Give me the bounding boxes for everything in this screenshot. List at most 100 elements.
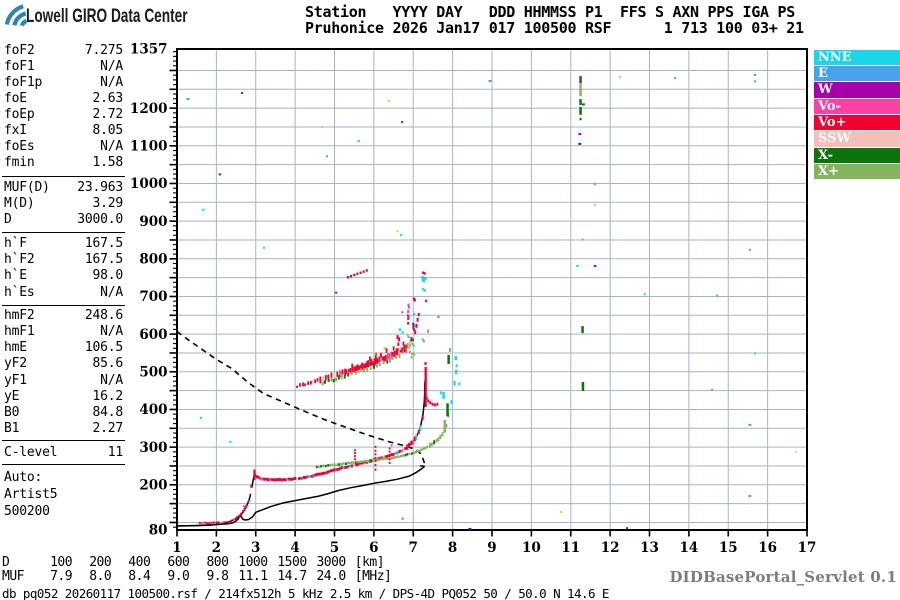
legend-item-E[interactable]: E xyxy=(814,65,900,82)
echo-points xyxy=(404,453,407,457)
echo-points xyxy=(315,465,318,469)
echo-points xyxy=(312,379,315,383)
echo-points xyxy=(320,465,323,468)
echo-points xyxy=(421,276,425,280)
echo-points xyxy=(325,471,328,475)
echo-points xyxy=(376,358,379,364)
noise-points xyxy=(229,440,232,443)
echo-points xyxy=(341,369,344,375)
echo-points xyxy=(394,451,397,455)
echo-points xyxy=(337,375,340,380)
echo-points xyxy=(366,367,369,372)
echo-points xyxy=(322,375,325,383)
echo-points xyxy=(392,453,395,457)
param-value: N/A xyxy=(100,284,123,300)
echo-points xyxy=(458,382,461,386)
echo-points xyxy=(346,276,349,279)
echo-points xyxy=(332,378,335,383)
echo-points xyxy=(388,450,391,453)
param-row-yF2: yF2 85.6 xyxy=(4,356,123,371)
legend-item-X[interactable]: X- xyxy=(814,147,900,164)
echo-points xyxy=(412,324,415,328)
param-value: 1.58 xyxy=(92,154,123,170)
echo-points xyxy=(321,381,324,386)
echo-points xyxy=(385,457,388,460)
panel-separator xyxy=(2,231,125,233)
echo-points xyxy=(411,342,414,346)
echo-points xyxy=(422,340,425,343)
legend-item-Vo[interactable]: Vo+ xyxy=(814,114,900,131)
echo-points xyxy=(245,504,248,508)
echo-points xyxy=(242,509,245,513)
echo-points xyxy=(407,342,410,347)
y-axis-label: 700 xyxy=(139,289,167,305)
noise-points xyxy=(241,92,243,95)
legend-item-X[interactable]: X+ xyxy=(814,163,900,180)
echo-points xyxy=(238,514,241,518)
echo-points xyxy=(378,356,381,363)
legend-item-SSW[interactable]: SSW xyxy=(814,131,900,147)
param-value: 7.275 xyxy=(84,43,123,59)
echo-points xyxy=(227,521,230,524)
echo-points xyxy=(376,363,378,368)
param-label: hmF2 xyxy=(4,307,35,323)
echo-points xyxy=(391,351,394,359)
echo-points xyxy=(422,277,425,282)
echo-points xyxy=(324,375,327,381)
echo-points xyxy=(377,458,380,461)
param-row-foEs: foEs N/A xyxy=(4,139,123,154)
echo-points xyxy=(224,521,227,524)
echo-points xyxy=(407,303,410,307)
echo-points xyxy=(230,519,233,523)
echo-points xyxy=(235,516,238,519)
echo-points xyxy=(427,399,430,403)
parameter-panel[interactable]: foF2 7.275 foF1 N/A foF1p N/A foE 2.63 foEp 2.72 f… xyxy=(0,0,130,600)
echo-points xyxy=(242,505,245,508)
y-axis-label: 600 xyxy=(139,327,167,343)
echo-points xyxy=(240,512,243,516)
echo-points xyxy=(405,344,408,350)
param-label: h`Es xyxy=(4,284,35,300)
param-value: N/A xyxy=(100,324,123,339)
servlet-version: DIDBasePortal_Servlet 0.1 xyxy=(669,568,897,586)
echo-points xyxy=(365,459,368,463)
echo-points xyxy=(407,317,410,320)
x-axis-label: 6 xyxy=(369,540,378,556)
echo-points xyxy=(419,425,422,431)
noise-points xyxy=(794,450,798,453)
echo-points xyxy=(390,444,393,447)
echo-points xyxy=(367,459,370,463)
echo-points xyxy=(388,462,391,464)
echo-points xyxy=(372,364,375,369)
echo-points xyxy=(203,521,206,524)
echo-points xyxy=(415,434,418,440)
echo-points xyxy=(374,453,377,456)
param-label: Artist5 xyxy=(4,486,58,502)
legend-item-NNE[interactable]: NNE xyxy=(814,49,900,65)
echo-points xyxy=(353,463,356,467)
echo-points xyxy=(442,392,445,399)
plot-border xyxy=(176,48,808,531)
echo-points xyxy=(253,476,256,480)
param-row-hF: h`F 167.5 xyxy=(4,236,123,251)
logo[interactable]: Lowell GIRO Data Center xyxy=(4,4,257,28)
legend-item-W[interactable]: W xyxy=(814,82,900,98)
echo-points xyxy=(363,459,366,463)
y-axis-label: 80 xyxy=(149,523,168,539)
echo-points xyxy=(398,354,401,358)
echo-points xyxy=(342,466,345,470)
legend-item-Vo[interactable]: Vo- xyxy=(814,98,900,115)
echo-points xyxy=(316,378,319,382)
param-row-foF1: foF1 N/A xyxy=(4,59,123,74)
echo-points xyxy=(401,311,404,314)
param-label: foF1 xyxy=(4,59,35,75)
station-header-line1: Station YYYY DAY DDD HHMMSS P1 FFS S AXN… xyxy=(305,3,796,21)
echo-points xyxy=(342,462,345,465)
noise-points xyxy=(401,121,404,124)
y-axis-label: 300 xyxy=(139,440,167,456)
curve-true-height-profile xyxy=(176,465,426,527)
echo-points xyxy=(253,471,256,475)
echo-points xyxy=(439,391,442,395)
echo-points xyxy=(411,452,414,455)
